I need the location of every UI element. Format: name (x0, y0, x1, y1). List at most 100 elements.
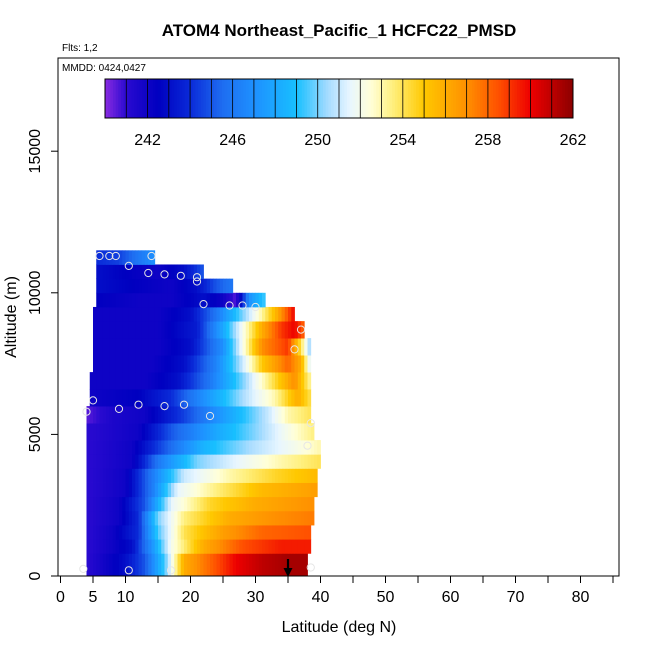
colorbar-swatch (139, 79, 143, 118)
heatmap-cell (158, 510, 162, 526)
heatmap-cell (193, 338, 198, 356)
heatmap-cell (294, 510, 299, 526)
heatmap-cell (239, 292, 243, 308)
heatmap-cell (278, 423, 282, 441)
heatmap-cell (122, 264, 126, 280)
heatmap-cell (268, 482, 273, 498)
heatmap-cell (301, 440, 305, 455)
heatmap-cell (275, 372, 279, 390)
heatmap-cell (132, 338, 136, 356)
heatmap-cell (304, 510, 308, 526)
heatmap-cell (119, 321, 123, 339)
heatmap-cell (190, 440, 195, 455)
heatmap-cell (167, 355, 172, 373)
heatmap-cell (265, 372, 269, 390)
heatmap-cell (242, 372, 247, 390)
heatmap-cell (232, 539, 237, 554)
heatmap-cell (281, 338, 286, 356)
heatmap-cell (226, 306, 230, 322)
colorbar-swatch (136, 79, 141, 118)
heatmap-cell (213, 355, 217, 373)
heatmap-cell (154, 423, 159, 441)
heatmap-cell (161, 292, 165, 308)
colorbar-swatch (105, 79, 109, 118)
heatmap-cell (96, 440, 100, 455)
heatmap-cell (193, 389, 198, 407)
heatmap-band (86, 468, 318, 483)
heatmap-cell (213, 292, 217, 308)
heatmap-cell (258, 539, 263, 554)
heatmap-cell (96, 454, 100, 469)
heatmap-cell (174, 482, 178, 498)
heatmap-cell (281, 454, 286, 469)
heatmap-cell (245, 338, 250, 356)
heatmap-cell (262, 338, 266, 356)
heatmap-cell (180, 525, 185, 540)
colorbar-swatch (344, 79, 348, 118)
heatmap-cell (297, 510, 302, 526)
heatmap-cell (122, 539, 126, 554)
heatmap-cell (174, 440, 178, 455)
heatmap-cell (307, 338, 312, 356)
heatmap-cell (210, 355, 214, 373)
colorbar-swatch (245, 79, 250, 118)
heatmap-cell (190, 468, 195, 483)
heatmap-cell (284, 496, 289, 512)
heatmap-cell (190, 372, 195, 390)
heatmap-cell (161, 338, 165, 356)
heatmap-cell (128, 389, 133, 407)
heatmap-cell (145, 423, 149, 441)
heatmap-cell (138, 496, 143, 512)
heatmap-cell (132, 250, 136, 265)
heatmap-cell (291, 468, 295, 483)
heatmap-cell (203, 321, 208, 339)
colorbar-tick-label: 262 (560, 132, 587, 149)
heatmap-cell (161, 468, 165, 483)
heatmap-cell (210, 525, 214, 540)
heatmap-cell (148, 440, 152, 455)
heatmap-cell (294, 553, 299, 577)
heatmap-cell (119, 525, 123, 540)
colorbar-swatch (487, 79, 492, 118)
heatmap-cell (200, 525, 204, 540)
heatmap-cell (141, 250, 146, 265)
heatmap-cell (102, 278, 107, 294)
heatmap-cell (278, 321, 282, 339)
heatmap-cell (216, 553, 221, 577)
heatmap-cell (262, 389, 266, 407)
heatmap-cell (112, 338, 117, 356)
heatmap-cell (167, 372, 172, 390)
heatmap-cell (115, 389, 120, 407)
heatmap-cell (99, 406, 104, 424)
heatmap-cell (93, 496, 97, 512)
heatmap-cell (278, 482, 282, 498)
colorbar-swatch (160, 79, 164, 118)
heatmap-cell (275, 389, 279, 407)
heatmap-cell (249, 292, 253, 308)
heatmap-cell (158, 482, 162, 498)
heatmap-cell (148, 355, 152, 373)
heatmap-cell (275, 406, 279, 424)
heatmap-cell (128, 306, 133, 322)
heatmap-cell (148, 553, 152, 577)
heatmap-cell (226, 510, 230, 526)
heatmap-cell (268, 406, 273, 424)
heatmap-cell (102, 454, 107, 469)
heatmap-cell (177, 306, 182, 322)
heatmap-cell (268, 525, 273, 540)
heatmap-cell (229, 389, 234, 407)
heatmap-cell (223, 482, 227, 498)
heatmap-cell (291, 440, 295, 455)
heatmap-cell (301, 468, 305, 483)
heatmap-cell (245, 553, 250, 577)
heatmap-cell (294, 468, 299, 483)
heatmap-cell (96, 525, 100, 540)
heatmap-cell (151, 338, 156, 356)
x-tick-label: 0 (56, 589, 65, 606)
heatmap-cell (151, 454, 156, 469)
heatmap-cell (125, 423, 130, 441)
heatmap-cell (275, 553, 279, 577)
colorbar-swatch (224, 79, 228, 118)
colorbar-swatch (493, 79, 497, 118)
heatmap-cell (180, 454, 185, 469)
